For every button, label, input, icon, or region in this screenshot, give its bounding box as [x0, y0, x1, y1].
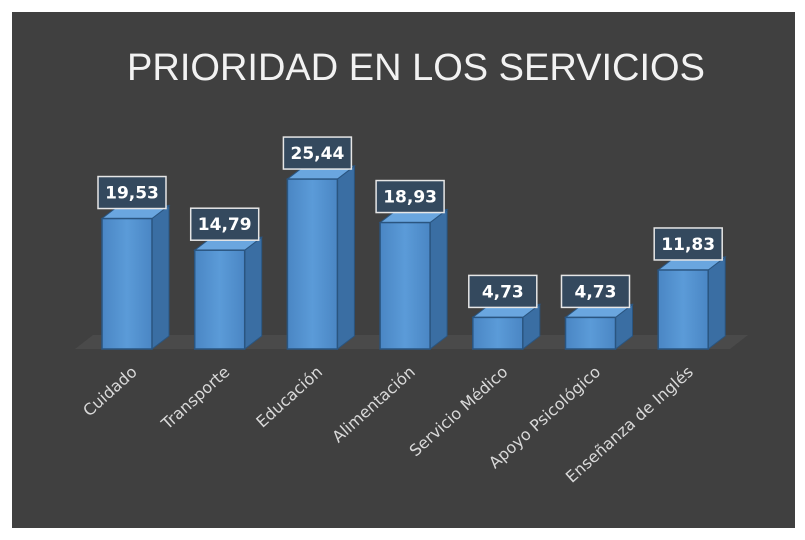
bar	[379, 221, 431, 350]
data-label-box	[653, 227, 723, 261]
data-label-box	[375, 179, 445, 214]
data-label-box	[468, 274, 538, 309]
data-label: 25,44	[291, 144, 345, 164]
bar-side	[244, 236, 263, 351]
data-label: 11,83	[661, 235, 715, 255]
bar-side	[336, 165, 355, 351]
bar-group	[100, 204, 171, 351]
data-label-box	[282, 136, 353, 170]
chart-title: PRIORIDAD EN LOS SERVICIOS	[127, 47, 705, 89]
data-label: 4,73	[482, 282, 524, 302]
bar-side	[151, 204, 170, 351]
data-label: 14,79	[198, 215, 252, 235]
bar-group	[656, 255, 727, 351]
bar	[193, 249, 246, 350]
data-label-box	[97, 175, 167, 210]
bar-side	[429, 208, 448, 351]
data-label: 18,93	[383, 188, 437, 208]
bar	[286, 178, 339, 350]
bar-side	[707, 255, 726, 351]
bar-group	[564, 303, 634, 351]
data-label-box	[560, 274, 631, 309]
bar	[101, 217, 153, 350]
bar	[472, 316, 524, 350]
data-label-box	[189, 207, 260, 241]
bar	[564, 316, 617, 350]
bar-group	[471, 303, 542, 351]
bar-group	[378, 208, 449, 351]
bar-group	[285, 165, 356, 351]
data-label: 19,53	[105, 184, 159, 204]
bar-group	[193, 236, 264, 351]
data-label: 4,73	[575, 282, 617, 302]
bar	[657, 269, 709, 350]
